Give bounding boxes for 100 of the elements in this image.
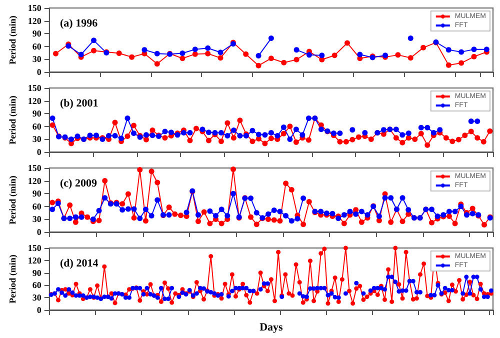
point: [268, 130, 274, 136]
y-tick-label: 90: [32, 108, 42, 119]
point: [362, 130, 368, 136]
y-tick-label: 120: [28, 176, 42, 186]
point: [118, 136, 124, 142]
point: [300, 132, 306, 138]
y-tick-label: 120: [28, 96, 42, 106]
point: [408, 36, 414, 42]
y-axis-title: Period (min): [8, 16, 18, 64]
y-tick-label: 0: [36, 147, 42, 157]
point: [124, 116, 130, 122]
point: [468, 118, 474, 124]
point: [393, 126, 399, 132]
point: [446, 62, 452, 68]
point: [408, 55, 414, 61]
point: [150, 132, 156, 138]
point: [162, 128, 168, 134]
point: [218, 130, 224, 136]
y-tick-label: 90: [32, 268, 42, 278]
text: (d) 2014: [60, 258, 99, 270]
point: [418, 124, 424, 130]
point: [471, 46, 477, 52]
point: [471, 54, 477, 60]
point: [224, 133, 230, 139]
y-tick-label: 0: [36, 227, 42, 237]
point: [344, 40, 350, 46]
point: [395, 52, 401, 58]
point: [330, 130, 336, 136]
point: [192, 46, 198, 52]
point: [129, 54, 135, 60]
point: [319, 52, 325, 58]
point: [154, 61, 160, 67]
point: [332, 52, 338, 58]
y-tick-label: 30: [32, 54, 42, 64]
point: [294, 47, 300, 53]
point: [268, 56, 274, 62]
point: [116, 50, 122, 56]
point: [206, 130, 212, 136]
point: [446, 47, 452, 53]
point: [91, 38, 97, 44]
point: [306, 52, 312, 58]
point: [180, 56, 186, 62]
point: [262, 132, 268, 138]
y-axis-title: Period (min): [8, 96, 18, 144]
y-tick-label: 90: [32, 188, 42, 199]
point: [52, 50, 58, 56]
point: [218, 55, 224, 61]
point: [484, 46, 490, 52]
point: [205, 50, 211, 56]
point: [280, 124, 286, 130]
y-tick-label: 150: [28, 163, 42, 173]
point: [294, 56, 300, 62]
point: [131, 130, 136, 136]
y-tick-label: 60: [32, 201, 42, 212]
y-tick-label: 30: [32, 214, 42, 224]
point: [458, 49, 464, 55]
point: [306, 116, 312, 122]
point: [420, 44, 426, 50]
point: [168, 130, 174, 136]
text: (b) 2001: [60, 98, 98, 110]
text: (c) 2009: [60, 178, 98, 190]
y-tick-label: 30: [32, 134, 42, 144]
point: [187, 130, 193, 136]
point: [78, 52, 84, 58]
y-tick-label: 120: [28, 16, 42, 26]
point: [87, 132, 93, 138]
point: [74, 133, 80, 139]
y-axis-title: Period (min): [8, 176, 18, 224]
point: [274, 133, 280, 139]
y-tick-label: 150: [28, 3, 42, 13]
point: [357, 52, 363, 58]
point: [430, 130, 436, 136]
point: [437, 127, 443, 133]
point: [243, 51, 249, 57]
y-tick-label: 0: [36, 67, 42, 77]
point: [318, 126, 324, 132]
point: [205, 45, 211, 51]
y-tick-label: 60: [32, 121, 42, 132]
point: [281, 60, 287, 66]
point: [142, 47, 148, 53]
y-axis-title: Period (min): [8, 254, 18, 304]
point: [400, 132, 406, 138]
point: [218, 50, 224, 56]
y-tick-label: 60: [32, 280, 42, 290]
point: [180, 50, 186, 56]
point: [50, 116, 56, 122]
y-tick-label: 150: [28, 83, 42, 93]
point: [380, 127, 386, 133]
point: [230, 127, 236, 133]
point: [287, 136, 293, 142]
point: [256, 62, 262, 68]
point: [154, 50, 160, 56]
text: (a) 1996: [60, 18, 98, 30]
point: [458, 60, 464, 66]
point: [293, 126, 299, 132]
point: [337, 130, 343, 136]
point: [424, 124, 430, 130]
y-tick-label: 30: [32, 292, 42, 303]
point: [350, 127, 356, 133]
point: [180, 130, 186, 136]
